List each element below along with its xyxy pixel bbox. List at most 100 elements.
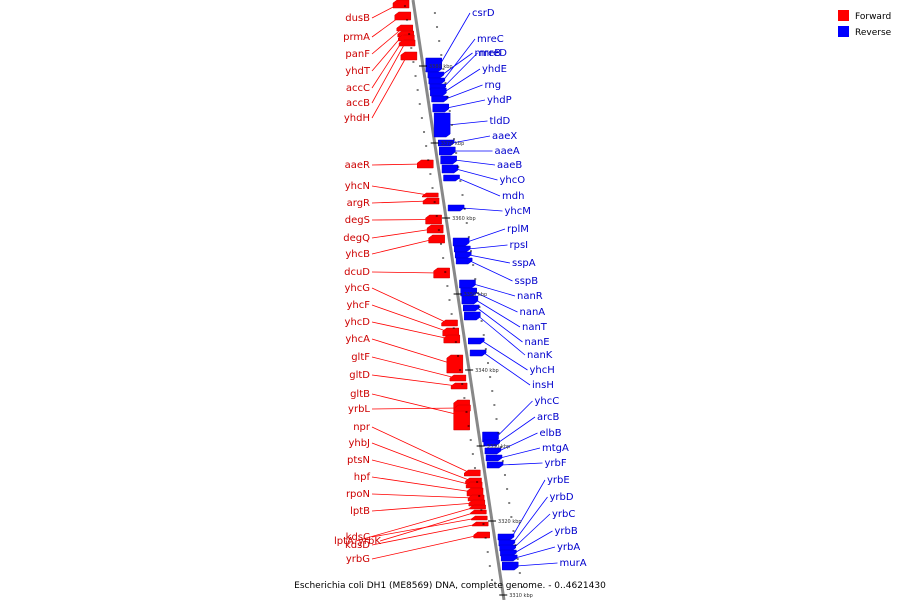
- leader-aaeX: [452, 135, 491, 144]
- leader-lptB: [371, 502, 475, 512]
- forward-gene-yhcN: [422, 192, 439, 198]
- forward-gene-label-argR: argR: [347, 198, 370, 209]
- forward-gene-label-lptA: lptA: [334, 536, 354, 547]
- forward-gene-yrbL: [454, 404, 471, 412]
- label-leaders: [355, 3, 558, 567]
- forward-gene-label-prmA: prmA: [343, 32, 370, 43]
- reverse-gene-label-yhcC: yhcC: [535, 396, 560, 407]
- reverse-gene-label-csrD: csrD: [472, 8, 495, 19]
- forward-gene-label-kdsC: kdsC: [346, 532, 370, 543]
- leader-aaeR: [371, 163, 424, 166]
- forward-gene-label-ptsN: ptsN: [347, 455, 370, 466]
- leader-yhcD: [371, 321, 450, 340]
- reverse-gene-yrbB: [500, 549, 517, 557]
- leader-prmA: [371, 15, 402, 38]
- gene-labels: dusB prmA panF yhdT accC accB yhdH aaeR yhcN argR…: [334, 8, 587, 569]
- forward-gene-label-degS: degS: [345, 215, 370, 226]
- forward-gene-yhdH: [400, 51, 418, 61]
- reverse-gene-label-yhdE: yhdE: [482, 64, 507, 75]
- reverse-gene-yrbE: [497, 533, 515, 541]
- reverse-gene-nanR: [459, 279, 476, 289]
- reverse-gene-label-yrbD: yrbD: [550, 492, 574, 503]
- legend: Forward Reverse: [838, 10, 892, 38]
- leader-panF: [371, 27, 404, 55]
- forward-gene-label-gltB: gltB: [350, 389, 370, 400]
- leader-yhdP: [446, 99, 486, 109]
- leader-aaeB: [454, 159, 496, 166]
- leader-yhcN: [371, 185, 429, 196]
- leader-insH: [483, 352, 531, 386]
- leader-yrbL: [371, 407, 461, 410]
- forward-gene-label-yhcD: yhcD: [345, 317, 371, 328]
- forward-gene-panF: [396, 24, 414, 32]
- forward-gene-label-dusB: dusB: [345, 13, 370, 24]
- legend-forward-swatch: [838, 10, 849, 21]
- leader-gltF: [371, 356, 456, 379]
- reverse-gene-label-mtgA: mtgA: [542, 443, 569, 454]
- leader-kdsD: [371, 523, 479, 546]
- leader-yhcC: [496, 400, 533, 438]
- reverse-gene-label-rng: rng: [485, 80, 502, 91]
- reverse-gene-yrbD: [498, 539, 516, 547]
- scale-tick-label: 3330 kbp: [487, 444, 511, 450]
- forward-gene-prmA: [394, 11, 412, 21]
- leader-yhcM: [462, 207, 503, 212]
- reverse-gene-elbB: [484, 447, 502, 455]
- leader-accB: [371, 42, 406, 104]
- reverse-gene-label-insH: insH: [532, 380, 554, 391]
- leader-yhcO: [455, 168, 498, 181]
- leader-tldD: [448, 120, 488, 126]
- leader-nanA: [474, 291, 518, 313]
- leader-rpoN: [371, 493, 475, 499]
- leader-degS: [371, 219, 432, 221]
- forward-gene-kdsC: [471, 515, 488, 521]
- reverse-gene-label-yrbA: yrbA: [557, 542, 580, 553]
- reverse-gene-label-nanK: nanK: [527, 350, 553, 361]
- forward-gene-label-yrbL: yrbL: [348, 404, 370, 415]
- leader-yrbC: [513, 513, 551, 549]
- scale-tick-label: 3320 kbp: [498, 519, 522, 525]
- reverse-gene-label-murA: murA: [560, 558, 587, 569]
- reverse-gene-rplM: [452, 237, 470, 247]
- leader-elbB: [498, 432, 538, 452]
- reverse-gene-sspA: [454, 251, 472, 259]
- reverse-gene-yrbA: [500, 554, 518, 562]
- forward-gene-label-dcuD: dcuD: [344, 267, 370, 278]
- leader-yhdH: [371, 55, 408, 119]
- forward-gene-label-panF: panF: [345, 49, 370, 60]
- forward-gene-yhcB: [428, 234, 445, 244]
- scale-ticks: 3380 kbp 3370 kbp 3360 kbp 3350 kbp 3340 kbp…: [403, 5, 533, 599]
- reverse-gene-mdh: [443, 174, 460, 182]
- forward-gene-label-degQ: degQ: [343, 233, 370, 244]
- leader-npr: [371, 426, 471, 474]
- leader-mdh: [457, 177, 501, 197]
- reverse-gene-yhcM: [447, 204, 465, 212]
- reverse-gene-nanK: [464, 311, 481, 321]
- leader-yhcG: [371, 287, 448, 324]
- leader-nanR: [473, 283, 516, 297]
- forward-gene-dusB: [392, 0, 410, 9]
- leader-gltD: [371, 374, 458, 387]
- reverse-gene-label-yrbF: yrbF: [545, 458, 567, 469]
- reverse-gene-label-aaeA: aaeA: [495, 146, 520, 157]
- leader-csrD: [439, 12, 471, 66]
- reverse-gene-label-mreB: mreB: [475, 48, 502, 59]
- leader-rplM: [466, 228, 506, 243]
- legend-reverse-swatch: [838, 26, 849, 37]
- leader-gltB: [371, 393, 460, 416]
- reverse-gene-label-yhdP: yhdP: [487, 95, 512, 106]
- leader-yrbA: [515, 546, 556, 559]
- scale-tick-label: 3380 kbp: [429, 64, 453, 70]
- leader-yrbF: [501, 462, 543, 466]
- leader-kdsC: [371, 517, 478, 538]
- legend-reverse-label: Reverse: [855, 28, 892, 38]
- reverse-gene-insH: [469, 349, 487, 357]
- forward-gene-label-yhdH: yhdH: [344, 113, 370, 124]
- forward-gene-label-yhbJ: yhbJ: [348, 438, 370, 449]
- reverse-gene-label-rplM: rplM: [507, 224, 529, 235]
- forward-gene-kdsD: [471, 521, 489, 527]
- leader-mreD: [443, 52, 478, 88]
- leader-lptA: [355, 506, 476, 542]
- scale-tick-label: 3350 kbp: [464, 292, 488, 298]
